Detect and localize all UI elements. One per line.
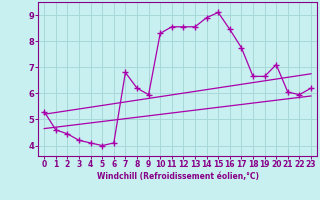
X-axis label: Windchill (Refroidissement éolien,°C): Windchill (Refroidissement éolien,°C) xyxy=(97,172,259,181)
